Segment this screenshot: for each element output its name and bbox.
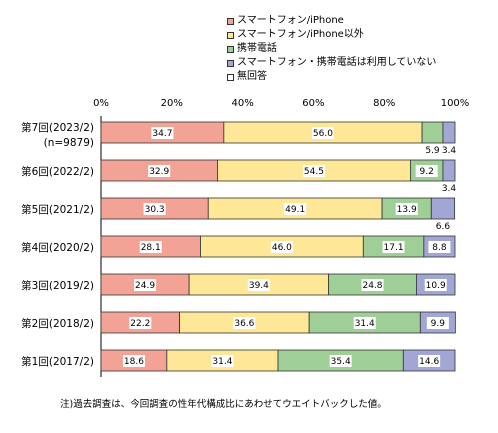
data-label-bg <box>233 317 256 329</box>
data-label-bg <box>284 203 307 215</box>
legend-label: 携帯電話 <box>237 43 277 54</box>
data-label: 6.6 <box>436 222 451 232</box>
legend-swatch <box>227 73 234 81</box>
data-label: 14.6 <box>419 357 439 367</box>
category-label: 第7回(2023/2) <box>21 121 94 134</box>
data-label-bg <box>122 355 145 367</box>
data-label-bg <box>134 279 157 291</box>
bar-segment <box>442 121 456 144</box>
category-label: 第1回(2017/2) <box>21 355 94 368</box>
data-label: 36.6 <box>234 319 254 329</box>
x-tick-label: 0% <box>93 98 109 109</box>
data-label: 8.8 <box>432 243 447 253</box>
legend-swatch <box>227 31 234 39</box>
data-label-bg <box>129 317 152 329</box>
legend-item-no-answer: 無回答 <box>227 70 436 84</box>
x-tick-label: 20% <box>161 98 183 109</box>
category-label: 第3回(2019/2) <box>21 279 94 292</box>
data-label: 49.1 <box>285 205 305 215</box>
data-label-bg <box>428 241 451 253</box>
data-label-bg <box>424 279 447 291</box>
data-label-bg <box>415 165 438 177</box>
legend-label: スマートフォン/iPhone <box>237 15 344 26</box>
data-label-bg <box>270 241 293 253</box>
footnote: 注)過去調査は、今回調査の性年代構成比にあわせてウエイトバックした値。 <box>60 399 387 410</box>
category-label: 第6回(2022/2) <box>21 165 94 178</box>
x-tick-label: 100% <box>441 98 470 109</box>
data-label: 10.9 <box>426 281 446 291</box>
bar-segment <box>430 197 456 220</box>
data-label: 5.9 <box>425 146 440 156</box>
data-label: 13.9 <box>397 205 417 215</box>
data-label: 22.2 <box>130 319 150 329</box>
data-label: 9.2 <box>420 167 434 177</box>
data-label: 3.4 <box>442 184 457 194</box>
data-label-bg <box>361 279 384 291</box>
data-label: 35.4 <box>331 357 351 367</box>
data-label: 24.9 <box>135 281 155 291</box>
x-tick-label: 40% <box>231 98 253 109</box>
legend-swatch <box>227 17 234 25</box>
data-label-bg <box>418 355 441 367</box>
data-label-bg <box>151 127 174 139</box>
legend-label: スマートフォン/iPhone以外 <box>237 29 364 40</box>
data-label: 39.4 <box>249 281 269 291</box>
data-label-bg <box>353 317 376 329</box>
legend-item-smartphone-iphone: スマートフォン/iPhone <box>227 14 436 28</box>
data-label: 3.4 <box>442 146 457 156</box>
data-label: 31.4 <box>355 319 375 329</box>
data-label: 30.3 <box>145 205 165 215</box>
bar-segment <box>442 159 456 182</box>
data-label-bg <box>143 203 166 215</box>
data-label-bg <box>302 165 325 177</box>
data-label-bg <box>426 317 449 329</box>
legend-swatch <box>227 59 234 67</box>
data-label: 17.1 <box>384 243 404 253</box>
data-label: 54.5 <box>304 167 324 177</box>
legend-item-not-using: スマートフォン・携帯電話は利用していない <box>227 56 436 70</box>
data-label-bg <box>311 127 334 139</box>
data-label-bg <box>148 165 171 177</box>
data-label: 18.6 <box>124 357 144 367</box>
data-label-bg <box>329 355 352 367</box>
data-label: 34.7 <box>152 129 172 139</box>
category-sublabel: (n=9879) <box>44 137 94 149</box>
legend-label: スマートフォン・携帯電話は利用していない <box>237 57 437 68</box>
data-label: 56.0 <box>313 129 333 139</box>
data-label: 28.1 <box>141 243 161 253</box>
data-label-bg <box>382 241 405 253</box>
category-label: 第2回(2018/2) <box>21 317 94 330</box>
data-label: 32.9 <box>149 167 169 177</box>
legend: スマートフォン/iPhone スマートフォン/iPhone以外 携帯電話 スマー… <box>227 14 436 84</box>
legend-item-feature-phone: 携帯電話 <box>227 42 436 56</box>
x-tick-label: 60% <box>302 98 324 109</box>
data-label: 31.4 <box>212 357 232 367</box>
data-label-bg <box>211 355 234 367</box>
bar-segment <box>421 121 444 144</box>
category-label: 第4回(2020/2) <box>21 241 94 254</box>
data-label: 24.8 <box>362 281 382 291</box>
data-label: 46.0 <box>272 243 292 253</box>
data-label-bg <box>247 279 270 291</box>
legend-swatch <box>227 45 234 53</box>
legend-label: 無回答 <box>237 71 267 82</box>
legend-item-smartphone-other: スマートフォン/iPhone以外 <box>227 28 436 42</box>
data-label-bg <box>139 241 162 253</box>
category-label: 第5回(2021/2) <box>21 203 94 216</box>
x-tick-label: 80% <box>373 98 395 109</box>
data-label: 9.9 <box>431 319 446 329</box>
data-label-bg <box>395 203 418 215</box>
